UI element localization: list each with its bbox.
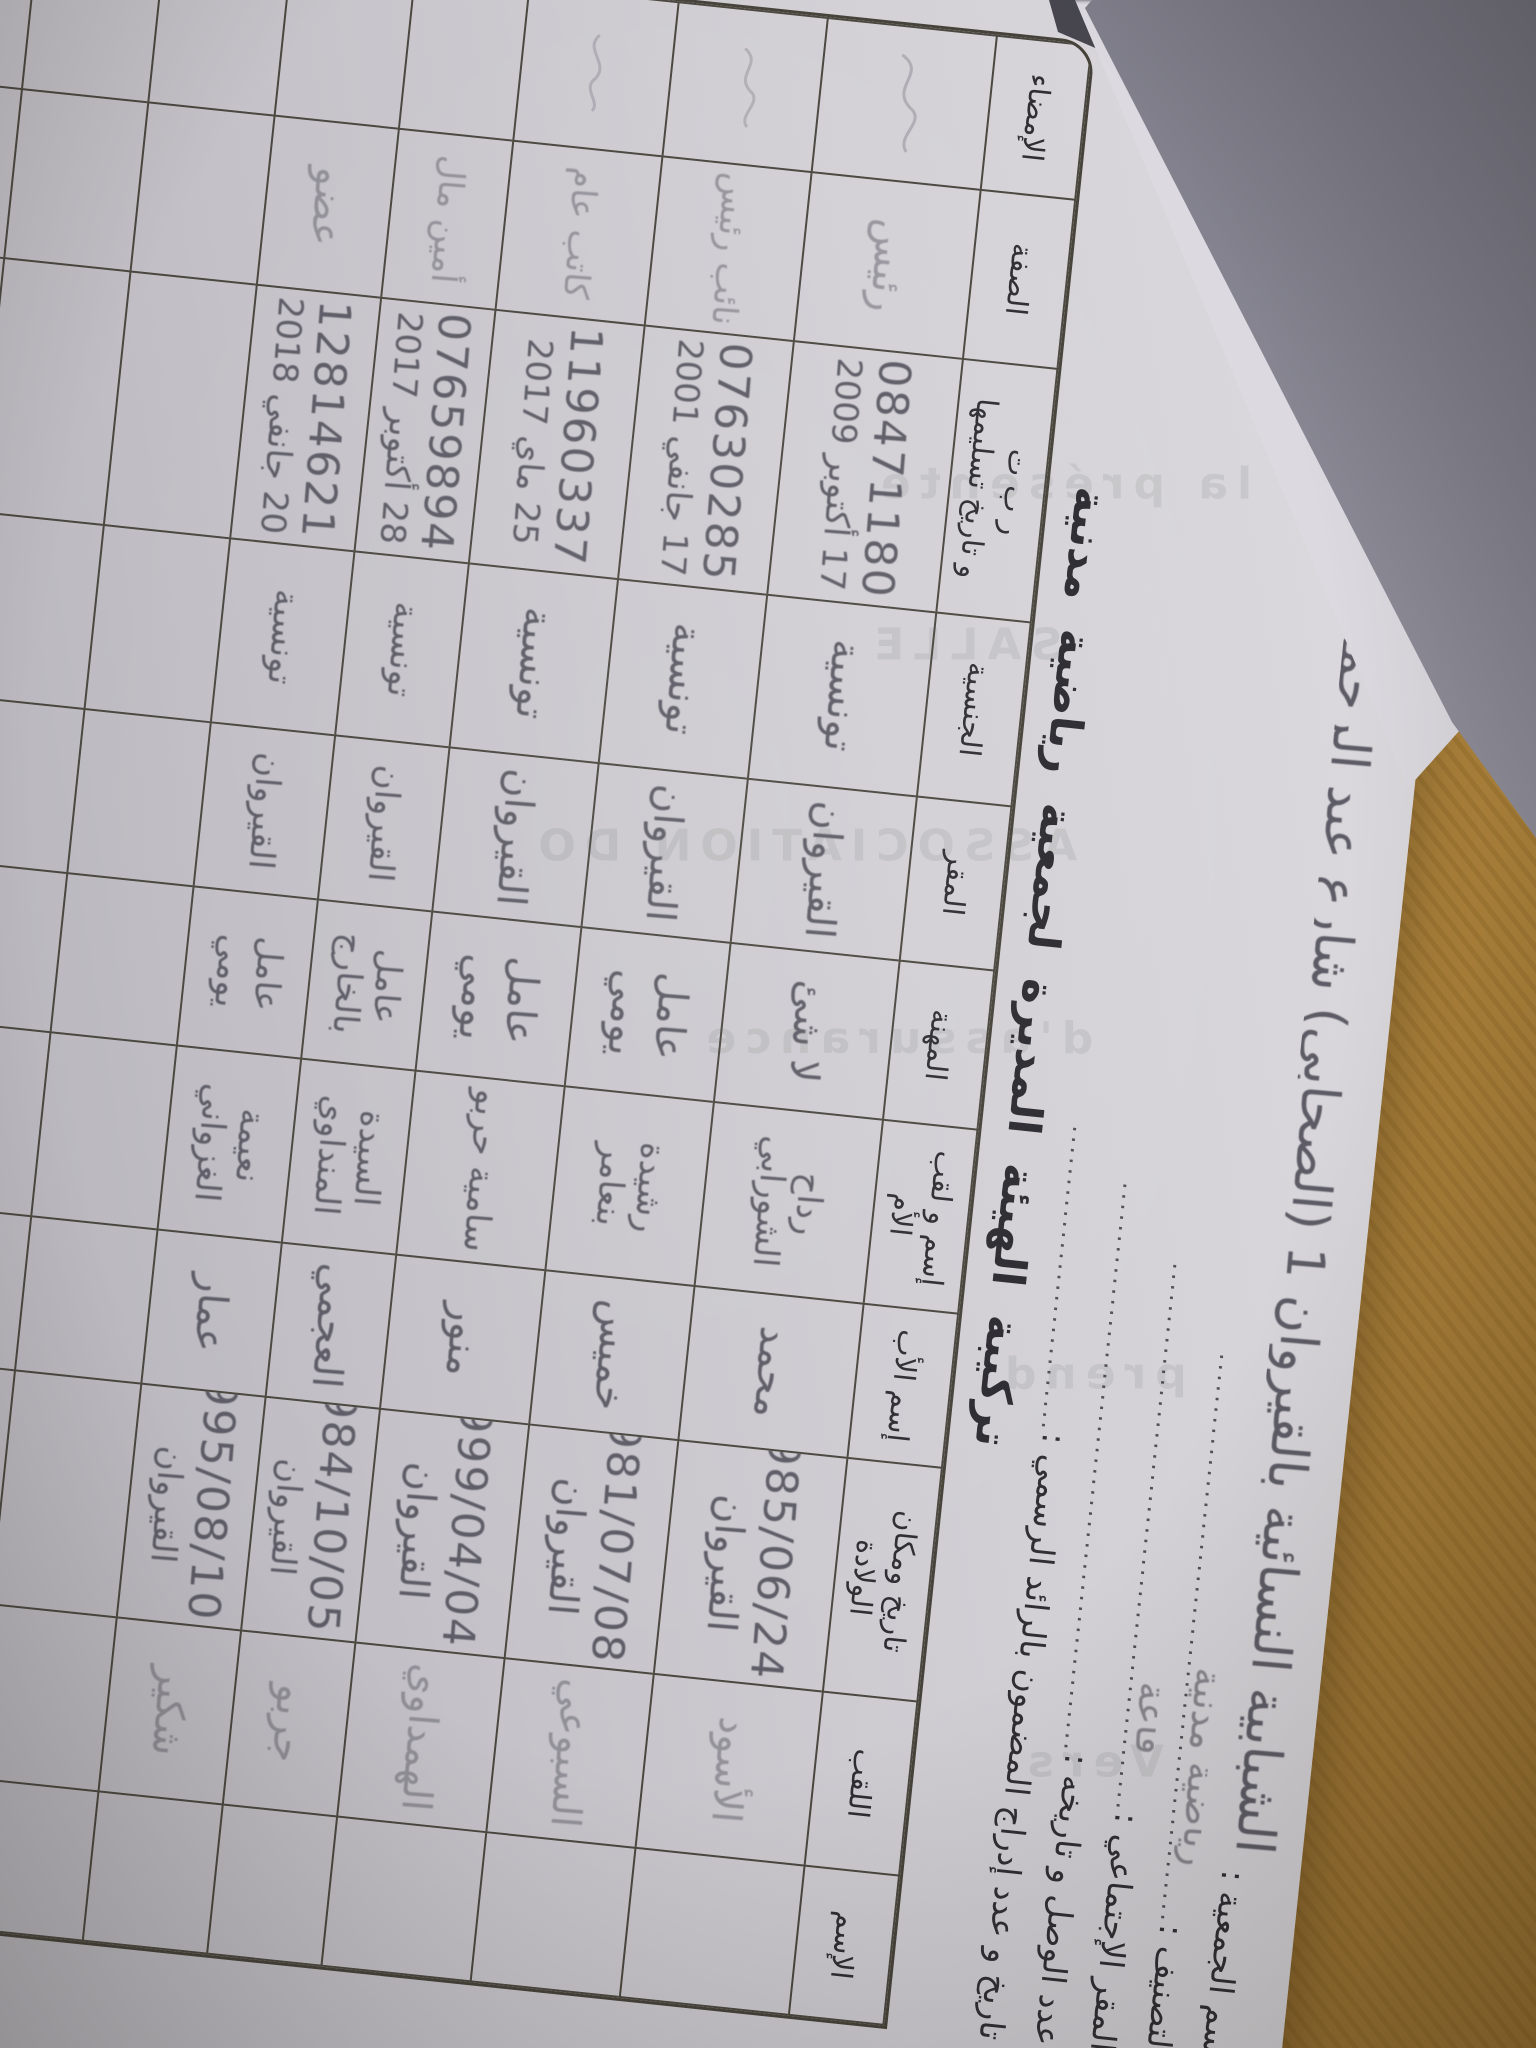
cell-birth: 1985/06/24 القيروان xyxy=(653,1440,848,1692)
cell-father: عمار xyxy=(141,1229,282,1397)
cell-birth: 1999/04/04 القيروان xyxy=(355,1408,530,1659)
cell-mother: سامية حربو xyxy=(396,1070,565,1271)
cell-job: عامل يومي xyxy=(415,911,582,1087)
cell-address: القيروان xyxy=(730,778,917,961)
cell-signature xyxy=(274,0,416,129)
cell-mother: نعيمة الغزواني xyxy=(157,1045,302,1243)
cell-address: القيروان xyxy=(317,735,450,912)
cell-cin: 08471180 17 أكتوبر 2009 xyxy=(767,341,963,613)
cell-mother: رداح الشورابي xyxy=(694,1101,883,1304)
col-mother: إسم و لقب الأم xyxy=(863,1119,978,1314)
cell-birth: 1984/10/05 القيروان xyxy=(241,1396,381,1643)
cell-signature xyxy=(811,17,997,190)
cell-address: القيروان xyxy=(581,763,748,943)
cell-job: عامل بالخارج xyxy=(301,899,433,1071)
cell-role: أمين مال xyxy=(381,128,514,310)
cell-role: كاتب عام xyxy=(495,140,663,326)
cell-cin: 07630285 17 جانفي 2001 xyxy=(618,325,794,595)
handwritten-value: قاعة xyxy=(1126,1680,1176,1757)
cell-mother: السيدة المنداوي xyxy=(281,1058,416,1255)
col-job: المهنة xyxy=(882,960,995,1130)
cell-surname: الأسود xyxy=(635,1673,823,1866)
signature-scribble xyxy=(743,46,756,128)
col-name: الإسم xyxy=(788,1865,900,2025)
cell-nationality: تونسية xyxy=(747,594,937,797)
cell-role: رئيس xyxy=(793,172,981,359)
cell-mother: رشيدة بنعامر xyxy=(545,1086,714,1286)
cell-nationality: تونسية xyxy=(335,551,469,748)
cell-signature xyxy=(398,0,530,141)
cell-name xyxy=(207,1804,338,1966)
col-signature: الإمضاء xyxy=(980,35,1092,200)
col-surname: اللقب xyxy=(804,1691,918,1876)
cell-job: عامل يومي xyxy=(564,927,731,1102)
cell-job: عامل يومي xyxy=(176,886,318,1059)
cell-surname: الهمداوي xyxy=(337,1642,505,1833)
cell-surname: جربو xyxy=(222,1630,356,1817)
table-row: الهمداوي 1999/04/04 القيروان منور سامية ح… xyxy=(321,0,679,1982)
cell-name xyxy=(321,1816,487,1982)
col-role: الصفة xyxy=(962,189,1076,369)
cell-father: محمد xyxy=(678,1285,864,1458)
cell-father: العجمي xyxy=(265,1242,397,1409)
cell-signature xyxy=(513,0,679,157)
cell-father: خميس xyxy=(529,1270,695,1441)
cell-name xyxy=(82,1791,223,1954)
cell-nationality: تونسية xyxy=(210,538,355,736)
table-row: السبوعي 1981/07/08 القيروان خميس رشيدة بن… xyxy=(470,2,828,1998)
col-address: المقر xyxy=(899,796,1012,971)
cell-role: عضو xyxy=(256,115,399,298)
cell-name xyxy=(470,1832,636,1998)
cell-role: نائب رئيس xyxy=(644,156,812,342)
cell-birth: 1981/07/08 القيروان xyxy=(504,1424,679,1674)
cell-nationality: تونسية xyxy=(598,579,768,779)
col-nationality: الجنسية xyxy=(916,612,1031,807)
cell-surname: السبوعي xyxy=(486,1658,654,1848)
col-father: إسم الأب xyxy=(847,1303,959,1468)
cell-cin: 12814621 20 جانفي 2018 xyxy=(230,284,382,552)
cell-job: لا شئ xyxy=(713,942,900,1120)
cell-address: القيروان xyxy=(193,722,336,900)
cell-cin: 11960337 25 ماي 2017 xyxy=(468,309,645,580)
table-row: الأسود 1985/06/24 القيروان محمد رداح الشو… xyxy=(619,17,997,2015)
cell-surname: شكير xyxy=(98,1617,242,1805)
board-table: الإسم اللقب تاريخ ومكان الولادة إسم الأب… xyxy=(0,0,1096,2030)
cell-signature xyxy=(662,2,828,173)
cell-name xyxy=(619,1847,805,2015)
cell-birth: 1995/08/10 القيروان xyxy=(116,1383,266,1631)
signature-scribble xyxy=(588,33,602,112)
signature-scribble xyxy=(901,53,917,153)
cell-address: القيروان xyxy=(432,747,599,928)
cell-nationality: تونسية xyxy=(449,563,619,764)
cell-father: منور xyxy=(380,1254,546,1425)
